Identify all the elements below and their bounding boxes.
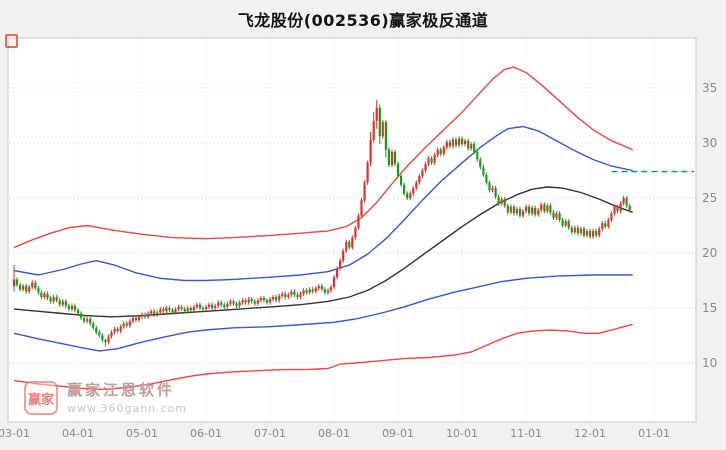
y-gridlines-and-labels: 10 15 20 25 30 35 [9, 81, 717, 370]
svg-text:04-01: 04-01 [62, 427, 94, 440]
svg-text:10: 10 [702, 356, 717, 370]
x-gridlines-and-labels: 03-01 04-01 05-01 06-01 07-01 08-01 09-01 10-01… [0, 39, 670, 440]
candles-layer [12, 100, 631, 347]
watermark-text: 赢家江恩软件 www.360gann.com [67, 381, 187, 415]
corner-marker-icon [5, 34, 18, 48]
svg-text:09-01: 09-01 [382, 427, 414, 440]
svg-text:03-01: 03-01 [0, 427, 30, 440]
svg-text:11-01: 11-01 [510, 427, 542, 440]
svg-text:25: 25 [702, 191, 717, 205]
brand-logo-icon: 赢家 [24, 381, 58, 415]
band-lower-blue [13, 274, 633, 352]
band-upper-blue [13, 125, 633, 282]
band-upper-red [13, 66, 633, 249]
chart-title: 飞龙股份(002536)赢家极反通道 [237, 11, 489, 30]
svg-text:05-01: 05-01 [126, 427, 158, 440]
svg-text:30: 30 [702, 136, 717, 150]
svg-text:08-01: 08-01 [318, 427, 350, 440]
svg-text:12-01: 12-01 [574, 427, 606, 440]
watermark: 赢家 赢家江恩软件 www.360gann.com [24, 381, 187, 415]
svg-text:10-01: 10-01 [446, 427, 478, 440]
svg-text:20: 20 [702, 246, 717, 260]
svg-text:06-01: 06-01 [190, 427, 222, 440]
svg-text:35: 35 [702, 81, 717, 95]
band-middle-black [13, 186, 633, 318]
svg-text:15: 15 [702, 301, 717, 315]
svg-text:01-01: 01-01 [638, 427, 670, 440]
svg-text:07-01: 07-01 [254, 427, 286, 440]
watermark-brand: 赢家江恩软件 [67, 381, 176, 399]
band-lower-red [13, 323, 633, 391]
watermark-url: www.360gann.com [67, 402, 188, 415]
